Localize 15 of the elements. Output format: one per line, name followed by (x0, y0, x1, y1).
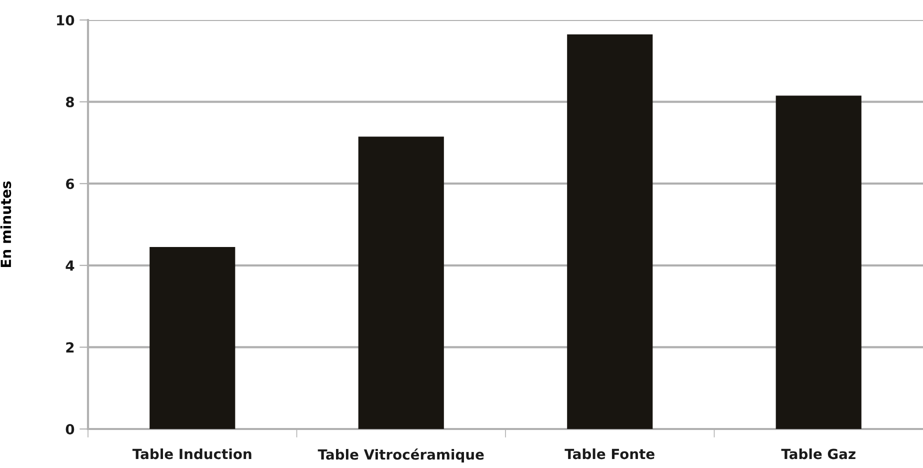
bar (150, 246, 236, 429)
y-tick-label: 0 (66, 424, 74, 434)
x-tick-label: Table Vitrocéramique (318, 448, 484, 462)
y-axis-title: En minutes (0, 181, 12, 267)
bar (776, 96, 862, 429)
y-tick-label: 8 (66, 96, 74, 108)
bar (358, 136, 444, 429)
y-tick-label: 6 (66, 178, 74, 190)
y-tick-label: 2 (66, 342, 74, 352)
x-tick-label: Table Induction (132, 448, 252, 460)
y-tick-label: 4 (66, 260, 74, 271)
y-tick-label: 10 (57, 14, 74, 26)
bar (567, 34, 653, 429)
x-tick-label: Table Gaz (781, 448, 856, 460)
x-tick-label: Table Fonte (564, 448, 654, 460)
